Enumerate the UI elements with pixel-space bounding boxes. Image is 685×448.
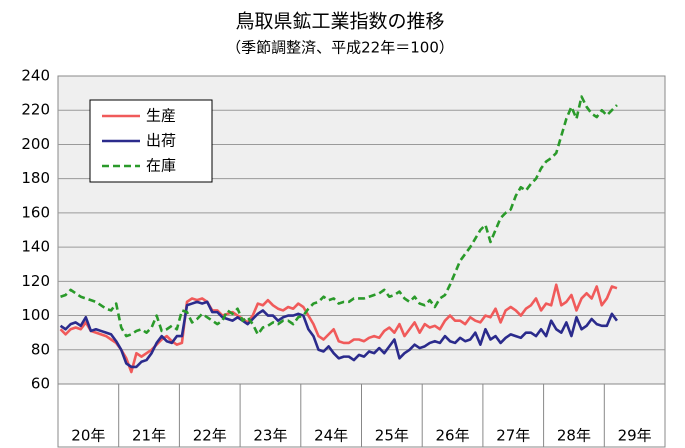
chart-title: 鳥取県鉱工業指数の推移 [235, 11, 444, 33]
series-line [60, 95, 618, 338]
y-tick-label: 220 [21, 101, 50, 119]
x-tick-label: 20年 [71, 427, 105, 445]
y-tick-label: 120 [21, 272, 50, 290]
y-tick-label: 80 [31, 340, 50, 358]
y-tick-label: 240 [21, 67, 50, 85]
legend-label: 出荷 [146, 132, 176, 150]
chart-subtitle: （季節調整済、平成22年＝100） [226, 39, 454, 57]
y-tick-label: 200 [21, 135, 50, 153]
x-tick-label: 29年 [618, 427, 652, 445]
x-tick-label: 28年 [557, 427, 591, 445]
y-tick-label: 180 [21, 169, 50, 187]
x-tick-label: 23年 [253, 427, 287, 445]
x-tick-label: 24年 [314, 427, 348, 445]
series-line [59, 300, 618, 369]
x-tick-label: 25年 [375, 427, 409, 445]
x-tick-label: 26年 [436, 427, 470, 445]
x-tick-label: 27年 [496, 427, 530, 445]
y-tick-label: 100 [21, 306, 50, 324]
y-tick-label: 60 [31, 375, 50, 393]
x-tick-label: 21年 [132, 427, 166, 445]
y-tick-label: 160 [21, 203, 50, 221]
y-tick-label: 140 [21, 238, 50, 256]
x-tick-label: 22年 [193, 427, 227, 445]
legend-label: 在庫 [146, 157, 176, 175]
legend-label: 生産 [146, 107, 176, 125]
